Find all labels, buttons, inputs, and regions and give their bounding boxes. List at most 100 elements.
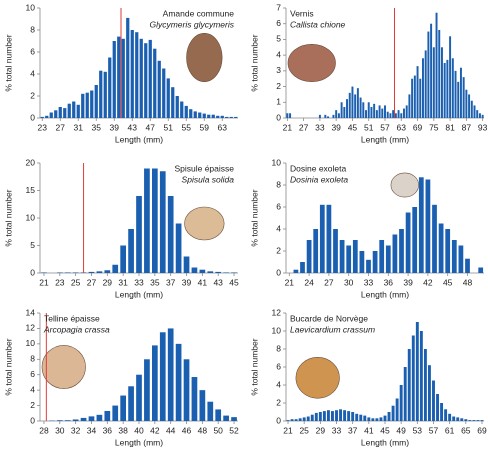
bar [363,416,366,421]
y-tick-label: 6 [30,46,35,56]
y-axis-label: % total number [249,34,259,91]
bar [168,328,174,421]
bar [370,107,372,118]
shell-image [288,44,336,81]
bar [379,240,384,273]
x-tick-label: 28 [39,425,49,435]
x-tick-label: 57 [429,425,439,435]
bar [176,344,182,421]
bar [286,113,288,118]
legend-subtitle: Spisula solida [182,174,235,184]
y-tick-label: 10 [272,157,282,167]
bar [144,43,147,118]
bar [468,420,471,421]
x-tick-label: 36 [103,425,113,435]
bar [108,58,111,119]
bar [373,104,375,118]
bar [54,110,57,118]
bar [338,113,340,118]
legend-title: Spisule épaisse [174,163,234,173]
bar [380,417,383,421]
y-tick-label: 8 [276,179,281,189]
bar [376,110,378,118]
bar [59,107,62,118]
legend-title: Bucarde de Norvège [290,313,368,323]
x-tick-label: 30 [55,425,65,435]
x-tick-label: 27 [299,122,309,132]
bar [366,260,371,273]
x-tick-label: 48 [198,425,208,435]
bar [375,418,378,421]
x-axis-label: Length (mm) [361,437,409,447]
bar [460,68,462,118]
bar [392,110,394,118]
x-tick-label: 50 [213,425,223,435]
bar [223,272,229,273]
bar [468,94,470,118]
bar [215,409,221,421]
bar [444,63,446,118]
legend-subtitle: Arcopagia crassa [43,324,110,334]
x-tick-label: 25 [71,277,81,287]
bar [367,417,370,421]
bar [128,386,134,421]
x-tick-label: 32 [71,425,81,435]
bar [72,102,75,119]
bar [359,415,362,421]
bar [307,417,310,422]
bar [455,71,457,118]
bar [65,420,71,421]
bar [478,268,483,274]
y-axis-label: % total number [3,34,13,91]
y-tick-label: 12 [26,323,36,333]
bar [399,229,404,273]
bar [180,102,183,119]
y-tick-label: 0 [30,415,35,425]
x-tick-label: 29 [316,425,326,435]
x-tick-label: 45 [380,425,390,435]
bar [351,412,354,421]
x-axis-label: Length (mm) [115,289,163,299]
bar [104,270,110,273]
bar [73,419,79,421]
shell-image [187,33,223,81]
shell-image [391,173,419,197]
bar [432,381,435,422]
bar [198,113,201,119]
x-tick-label: 27 [324,277,334,287]
bar [104,411,110,421]
y-tick-label: 2 [276,81,281,91]
bar [327,205,332,273]
bar [463,77,465,118]
bar [449,36,451,118]
y-tick-label: 4 [276,223,281,233]
y-tick-label: 4 [30,384,35,394]
bar [225,117,228,118]
bar [347,411,350,421]
bar [384,416,387,421]
bar [120,396,126,421]
y-tick-label: 2 [276,245,281,255]
bar [68,104,71,118]
x-tick-label: 38 [118,425,128,435]
y-tick-label: 8 [30,354,35,364]
x-tick-label: 45 [348,122,358,132]
x-tick-label: 39 [331,122,341,132]
x-tick-label: 48 [463,277,473,287]
bar [140,39,143,118]
bar [149,40,152,118]
bar [476,420,479,421]
bar [323,411,326,421]
x-tick-label: 21 [39,277,49,287]
y-tick-label: 8 [276,343,281,353]
bar [430,24,432,118]
x-tick-label: 33 [364,277,374,287]
y-tick-label: 6 [276,18,281,28]
bar [349,93,351,118]
x-tick-label: 51 [364,122,374,132]
x-tick-label: 42 [423,277,433,287]
bar [230,117,233,118]
